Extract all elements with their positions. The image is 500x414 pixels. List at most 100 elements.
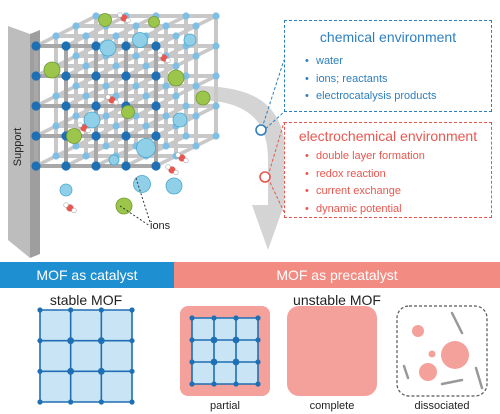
electrochemical-environment-list: double layer formation redox reaction cu… xyxy=(305,148,425,218)
water-hydrogen xyxy=(173,169,179,176)
mof-illustration xyxy=(8,12,286,258)
metal-node xyxy=(91,41,101,51)
mof-as-precatalyst-band: MOF as precatalyst xyxy=(174,262,500,288)
metal-node xyxy=(72,22,80,30)
lattice-front-layer xyxy=(31,41,161,171)
metal-node xyxy=(255,381,261,387)
metal-node xyxy=(91,101,101,111)
metal-node xyxy=(37,338,43,344)
fragment xyxy=(441,341,469,369)
ion-blue xyxy=(136,138,156,158)
metal-node xyxy=(162,22,170,30)
metal-node xyxy=(151,131,161,141)
metal-node xyxy=(151,161,161,171)
water-hydrogen xyxy=(165,164,171,170)
ions-layer xyxy=(43,12,211,215)
metal-node xyxy=(61,161,71,171)
partial-mof-grid xyxy=(189,315,261,387)
metal-node xyxy=(172,92,180,100)
lattice-linker xyxy=(194,104,218,118)
metal-node xyxy=(212,42,220,50)
metal-node xyxy=(182,12,190,20)
metal-node xyxy=(255,315,261,321)
metal-node xyxy=(151,71,161,81)
ion-blue xyxy=(183,33,197,47)
metal-node xyxy=(142,92,150,100)
metal-node xyxy=(97,337,105,345)
metal-node xyxy=(37,368,43,374)
list-item: water xyxy=(305,53,436,71)
metal-node xyxy=(182,102,190,110)
list-item: electrocatalysis products xyxy=(305,88,436,106)
metal-node xyxy=(82,152,90,160)
ion-blue xyxy=(165,177,183,195)
metal-node xyxy=(67,337,75,345)
metal-node xyxy=(121,71,131,81)
support-slab xyxy=(8,26,30,258)
water-hydrogen xyxy=(63,202,69,208)
metal-node xyxy=(97,367,105,375)
chemical-environment-box: chemical environment water ions; reactan… xyxy=(284,20,492,112)
metal-node xyxy=(232,336,240,344)
metal-node xyxy=(189,337,195,343)
water-hydrogen xyxy=(125,17,131,24)
metal-node xyxy=(61,41,71,51)
metal-node xyxy=(232,358,240,366)
water-hydrogen xyxy=(71,207,77,214)
ion-green xyxy=(66,128,82,144)
list-item: dynamic potential xyxy=(305,201,425,219)
water-hydrogen xyxy=(77,122,83,128)
fragment xyxy=(428,350,436,358)
fragment xyxy=(412,325,424,337)
metal-node xyxy=(31,101,41,111)
electrochemical-environment-box: electrochemical environment double layer… xyxy=(284,122,492,218)
list-item: redox reaction xyxy=(305,166,425,184)
water-hydrogen xyxy=(165,57,171,64)
metal-node xyxy=(31,71,41,81)
chemical-environment-title: chemical environment xyxy=(319,29,457,45)
metal-node xyxy=(52,92,60,100)
metal-node xyxy=(151,101,161,111)
metal-node xyxy=(52,152,60,160)
metal-node xyxy=(91,131,101,141)
ion-blue xyxy=(132,32,148,48)
linker-fragment xyxy=(440,378,464,386)
lattice-linker xyxy=(174,54,198,68)
metal-node xyxy=(233,381,239,387)
ion-green xyxy=(195,90,211,106)
metal-node xyxy=(102,142,110,150)
metal-node xyxy=(132,52,140,60)
metal-node xyxy=(192,52,200,60)
metal-node xyxy=(129,399,135,405)
case-partial-label: partial xyxy=(210,400,240,412)
metal-node xyxy=(72,82,80,90)
water-hydrogen xyxy=(85,127,91,134)
unstable-mof-label: unstable MOF xyxy=(293,292,381,308)
water-hydrogen xyxy=(157,52,163,58)
metal-node xyxy=(212,132,220,140)
ion-green xyxy=(98,13,112,27)
list-item: ions; reactants xyxy=(305,71,436,89)
metal-node xyxy=(255,337,261,343)
ion-blue xyxy=(172,112,188,128)
ion-green xyxy=(167,69,185,87)
case-complete-label: complete xyxy=(309,400,355,412)
water-hydrogen xyxy=(117,12,123,18)
metal-node xyxy=(142,62,150,70)
chemical-marker xyxy=(255,124,267,136)
electrochemical-marker xyxy=(259,171,271,183)
metal-node xyxy=(162,142,170,150)
ion-blue xyxy=(133,175,151,193)
lattice-linker xyxy=(194,14,218,28)
lattice-linker xyxy=(194,74,218,88)
metal-node xyxy=(129,338,135,344)
lattice-linker xyxy=(174,84,198,98)
metal-node xyxy=(91,71,101,81)
metal-node xyxy=(211,315,217,321)
metal-node xyxy=(82,32,90,40)
metal-node xyxy=(121,131,131,141)
metal-node xyxy=(182,132,190,140)
metal-node xyxy=(52,122,60,130)
metal-node xyxy=(172,32,180,40)
metal-node xyxy=(37,307,43,313)
